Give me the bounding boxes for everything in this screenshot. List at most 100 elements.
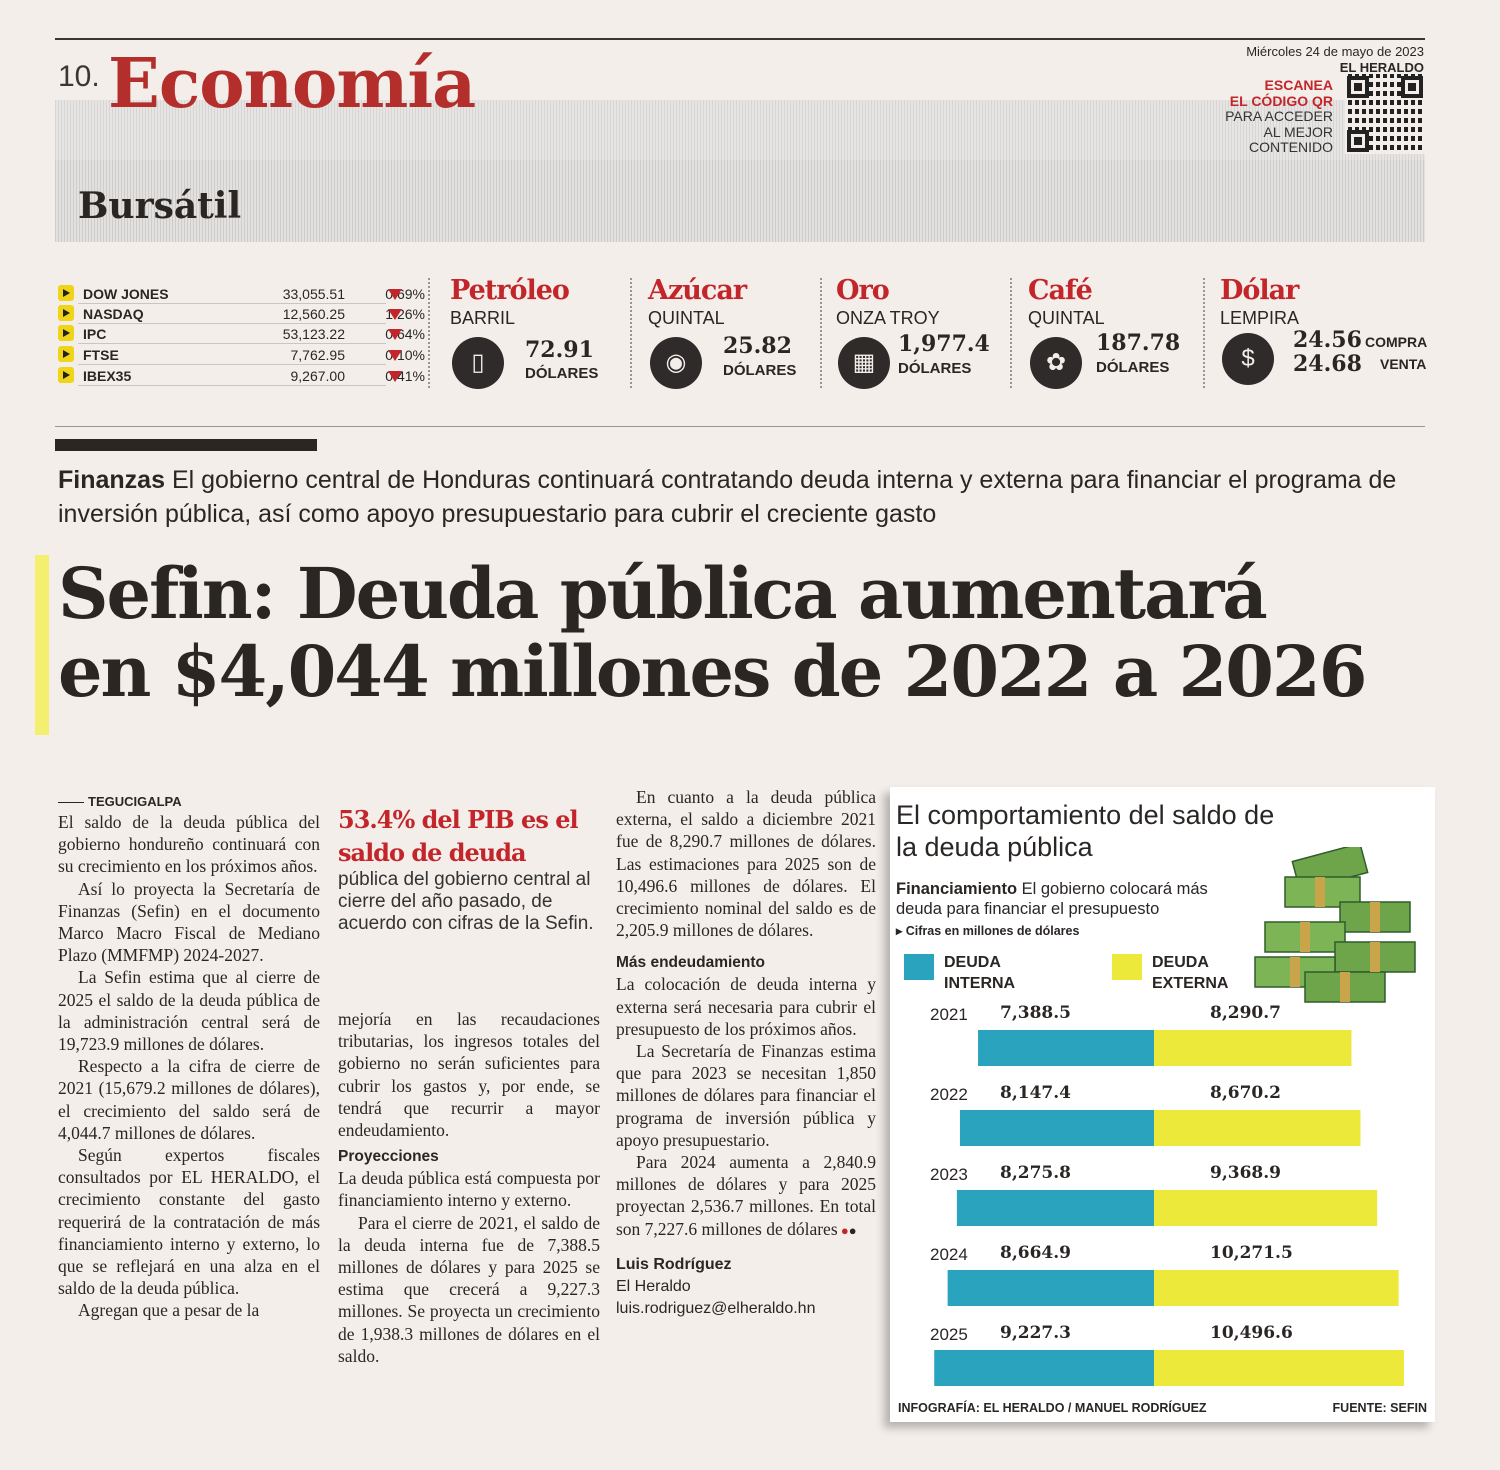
- bar-deuda-externa: [1154, 1190, 1378, 1226]
- year-label: 2023: [930, 1165, 968, 1184]
- chevron-right-icon: [58, 325, 74, 341]
- paragraph: El saldo de la deuda pública del gobiern…: [58, 812, 320, 877]
- value-label-externa: 10,496.6: [1210, 1323, 1293, 1343]
- units-note: Cifras en millones de dólares: [905, 924, 1080, 938]
- paragraph: mejoría en las recaudaciones tributarias…: [338, 1009, 600, 1141]
- dollar-sell-label: VENTA: [1380, 356, 1427, 372]
- qr-code-icon[interactable]: [1345, 74, 1425, 154]
- commodity-unit: BARRIL: [450, 308, 516, 328]
- money-bag-icon: $: [1222, 333, 1274, 385]
- qr-caption-line: CONTENIDO: [1249, 139, 1333, 155]
- commodity-title: Oro: [836, 275, 890, 306]
- commodity-title: Petróleo: [450, 275, 570, 306]
- infographic-sub-label: Financiamiento: [896, 880, 1018, 898]
- commodity-title: Café: [1028, 275, 1093, 306]
- divider: [820, 278, 822, 388]
- paragraph: Así lo proyecta la Secretaría de Finanza…: [58, 878, 320, 966]
- bar-deuda-interna: [956, 1190, 1154, 1226]
- year-label: 2022: [930, 1085, 968, 1104]
- kicker-text: El gobierno central de Honduras continua…: [58, 466, 1397, 528]
- commodity-currency: DÓLARES: [1096, 359, 1170, 376]
- commodity-unit: QUINTAL: [1028, 308, 1105, 328]
- debt-bar-chart: 2021 7,388.5 8,290.7 2022 8,147.4 8,670.2 2023…: [930, 1003, 1404, 1386]
- end-mark-icon: ●: [848, 1222, 857, 1238]
- paragraph: Para 2024 aumenta a 2,840.9 millones de …: [616, 1151, 876, 1242]
- infographic-sub-text: El gobierno colocará más deuda para fina…: [896, 880, 1208, 918]
- arrow-down-icon: [388, 371, 402, 382]
- commodity-currency: DÓLARES: [525, 365, 599, 382]
- index-name: IPC: [83, 326, 107, 342]
- article-column-3: En cuanto a la deuda pública externa, el…: [616, 786, 876, 1320]
- headline-line: en $4,044 millones de 2022 a 2026: [58, 630, 1367, 713]
- dateline: TEGUCIGALPA: [58, 793, 320, 811]
- index-name: NASDAQ: [83, 306, 144, 322]
- commodity-currency: DÓLARES: [898, 360, 972, 377]
- pull-quote-text: pública del gobierno central al cierre d…: [338, 869, 594, 934]
- index-row: IPC 53,123.22 0.64%: [58, 324, 425, 344]
- bar-deuda-interna: [978, 1030, 1154, 1066]
- commodity-price: 72.91: [525, 337, 594, 363]
- dollar-sell-price: 24.68: [1293, 351, 1362, 377]
- paragraph: Respecto a la cifra de cierre de 2021 (1…: [58, 1056, 320, 1143]
- index-row: NASDAQ 12,560.25 1.26%: [58, 304, 425, 324]
- index-value: 53,123.22: [282, 326, 345, 342]
- index-change: 0.64%: [385, 326, 425, 342]
- article-column-2: mejoría en las recaudaciones tributarias…: [338, 1008, 600, 1367]
- index-change: 0.69%: [385, 286, 425, 302]
- article-kicker: Finanzas El gobierno central de Honduras…: [58, 463, 1428, 531]
- index-name: FTSE: [83, 347, 119, 363]
- author-email[interactable]: luis.rodriguez@elheraldo.hn: [616, 1299, 816, 1317]
- bar-deuda-externa: [1154, 1110, 1361, 1146]
- index-row: IBEX35 9,267.00 0.41%: [58, 366, 425, 386]
- commodity-unit: QUINTAL: [648, 308, 725, 328]
- bursatil-band: [55, 160, 1425, 242]
- bar-deuda-externa: [1154, 1350, 1404, 1386]
- divider: [630, 278, 632, 388]
- infographic: El comportamiento del saldo de la deuda …: [890, 787, 1435, 1422]
- publication-brand: EL HERALDO: [1339, 60, 1424, 75]
- kicker-label: Finanzas: [58, 466, 165, 494]
- page-number: 10.: [58, 60, 100, 93]
- oil-barrel-icon: ▯: [452, 337, 504, 389]
- commodity-price: 1,977.4: [898, 331, 990, 357]
- index-value: 9,267.00: [290, 368, 346, 384]
- arrow-down-icon: [388, 329, 402, 340]
- pull-quote: 53.4% del PIB es el saldo de deuda públi…: [338, 803, 600, 935]
- commodity-title: Azúcar: [648, 275, 747, 306]
- commodity-petroleo: Petróleo BARRIL ▯ 72.91 DÓLARES: [450, 275, 640, 389]
- value-label-externa: 9,368.9: [1210, 1163, 1281, 1183]
- dollar-buy-price: 24.56: [1293, 327, 1362, 353]
- subheading: Proyecciones: [338, 1148, 439, 1166]
- index-value: 33,055.51: [282, 286, 345, 302]
- paragraph: Según expertos fiscales consultados por …: [58, 1145, 320, 1299]
- byline: Luis Rodríguez El Heraldo luis.rodriguez…: [616, 1254, 876, 1320]
- article-column-1: TEGUCIGALPA El saldo de la deuda pública…: [58, 793, 320, 1322]
- value-label-interna: 8,275.8: [1000, 1163, 1071, 1183]
- qr-caption-line: AL MEJOR: [1263, 123, 1334, 140]
- paragraph: Para el cierre de 2021, el saldo de la d…: [338, 1212, 600, 1366]
- commodity-dolar: Dólar LEMPIRA $ 24.56 COMPRA 24.68 VENTA: [1220, 275, 1430, 385]
- commodity-unit: LEMPIRA: [1220, 308, 1300, 328]
- headline: Sefin: Deuda pública aumentará en $4,044…: [58, 555, 1448, 711]
- paragraph: Agregan que a pesar de la: [78, 1300, 260, 1321]
- index-name: IBEX35: [83, 368, 132, 384]
- subsection-title: Bursátil: [78, 185, 242, 227]
- index-value: 12,560.25: [282, 306, 345, 322]
- dollar-buy-label: COMPRA: [1365, 334, 1428, 350]
- top-rule: [55, 38, 1425, 40]
- sugar-sack-icon: ◉: [650, 337, 702, 389]
- bar-deuda-interna: [934, 1350, 1154, 1386]
- subheading: Más endeudamiento: [616, 954, 765, 972]
- commodity-unit: ONZA TROY: [836, 308, 940, 328]
- arrow-down-icon: [388, 289, 402, 300]
- bar-deuda-externa: [1154, 1030, 1352, 1066]
- header-background-band: [55, 100, 1425, 160]
- year-label: 2024: [930, 1245, 968, 1264]
- infographic-title: El comportamiento del saldo de la deuda …: [896, 800, 1275, 862]
- legend-label: DEUDA EXTERNA: [1152, 954, 1229, 992]
- qr-caption: ESCANEA EL CÓDIGO QR PARA ACCEDER AL MEJ…: [1195, 77, 1334, 156]
- gold-bars-icon: ▦: [838, 337, 890, 389]
- infographic-subtitle: Financiamiento El gobierno colocará más …: [896, 879, 1246, 919]
- chevron-right-icon: [58, 285, 74, 301]
- paragraph: La Secretaría de Finanzas estima que par…: [616, 1041, 876, 1150]
